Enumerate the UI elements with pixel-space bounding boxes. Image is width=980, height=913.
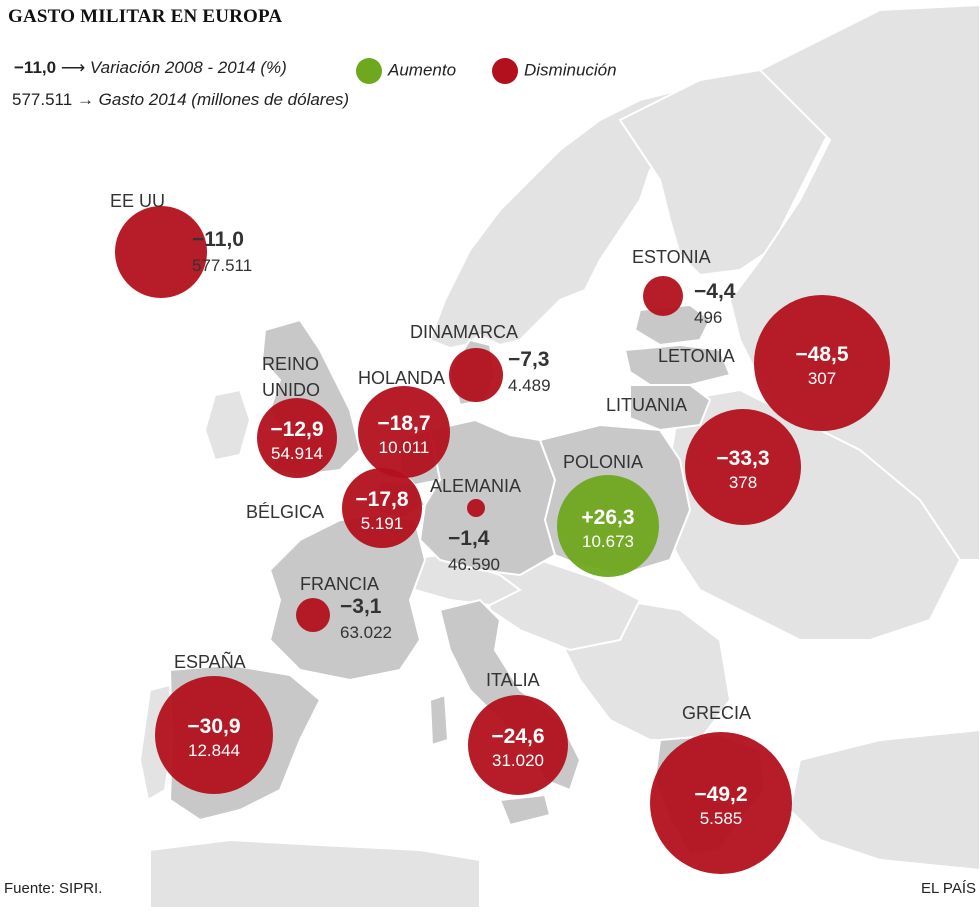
country-label-lituania: LITUANIA xyxy=(606,395,687,415)
country-label-reino-unido-line2: UNIDO xyxy=(262,380,320,400)
legend-increase-label: Aumento xyxy=(388,60,457,80)
variation-label-italia: −24,6 xyxy=(491,725,544,748)
ireland xyxy=(203,388,252,462)
bubble-ee-uu xyxy=(115,206,207,298)
country-label-estonia: ESTONIA xyxy=(632,247,711,267)
bubble-holanda xyxy=(358,386,450,478)
turkey xyxy=(788,728,980,872)
spending-label-grecia: 5.585 xyxy=(700,809,743,828)
spending-label-dinamarca: 4.489 xyxy=(508,376,551,395)
bubble-layer: EE UU −11,0 577.511 ESTONIA −4,4 496 LETONIA −4… xyxy=(110,191,890,874)
variation-label-grecia: −49,2 xyxy=(694,783,747,806)
spending-label-ee-uu: 577.511 xyxy=(192,256,252,275)
variation-label-dinamarca: −7,3 xyxy=(508,348,549,371)
spending-label-reino-unido: 54.914 xyxy=(271,444,323,463)
country-label-espana: ESPAÑA xyxy=(174,651,246,672)
legend-decrease: Disminución xyxy=(492,58,617,84)
spending-label-lituania: 378 xyxy=(729,473,757,492)
bubble-alemania xyxy=(467,499,485,517)
country-label-holanda: HOLANDA xyxy=(358,368,445,388)
legend-decrease-label: Disminución xyxy=(524,60,617,80)
estonia-shape xyxy=(633,303,712,347)
bubble-reino-unido xyxy=(257,398,337,478)
country-label-letonia: LETONIA xyxy=(658,346,735,366)
bubble-espana xyxy=(155,676,273,794)
bubble-dinamarca xyxy=(449,348,503,402)
variation-label-belgica: −17,8 xyxy=(355,488,408,511)
spending-label-estonia: 496 xyxy=(694,308,722,327)
sardinia-shape xyxy=(428,693,450,747)
variation-label-holanda: −18,7 xyxy=(377,412,430,435)
bubble-lituania xyxy=(685,409,801,525)
bubble-polonia xyxy=(557,475,659,577)
variation-label-lituania: −33,3 xyxy=(716,447,769,470)
spending-label-francia: 63.022 xyxy=(340,623,392,642)
bubble-belgica xyxy=(342,468,422,548)
spending-label-holanda: 10.011 xyxy=(379,438,430,457)
increase-dot-icon xyxy=(356,58,382,84)
variation-label-letonia: −48,5 xyxy=(795,343,848,366)
legend-sample-variation: −11,0 xyxy=(14,58,57,77)
country-label-ee-uu: EE UU xyxy=(110,191,165,211)
country-label-belgica: BÉLGICA xyxy=(246,502,324,522)
sicily-shape xyxy=(498,793,552,827)
legend-spending: 577.511 → Gasto 2014 (millones de dólare… xyxy=(12,90,349,110)
legend-spending-label: Gasto 2014 (millones de dólares) xyxy=(98,90,350,109)
bubble-italia xyxy=(468,695,568,795)
variation-label-alemania: −1,4 xyxy=(448,527,490,550)
country-label-francia: FRANCIA xyxy=(300,574,379,594)
legend-variation: −11,0 ⟶ Variación 2008 - 2014 (%) xyxy=(14,58,287,78)
latvia-shape xyxy=(623,343,732,386)
variation-label-ee-uu: −11,0 xyxy=(192,228,244,251)
bubble-estonia xyxy=(643,276,683,316)
bubble-francia xyxy=(296,598,330,632)
spending-label-letonia: 307 xyxy=(808,369,836,388)
variation-label-estonia: −4,4 xyxy=(694,280,736,303)
spending-label-belgica: 5.191 xyxy=(361,514,404,533)
central-europe-south xyxy=(478,559,642,652)
country-label-polonia: POLONIA xyxy=(563,452,643,472)
spending-label-alemania: 46.590 xyxy=(448,555,500,574)
spending-label-polonia: 10.673 xyxy=(582,532,634,551)
legend-increase: Aumento xyxy=(356,58,456,84)
bubble-letonia xyxy=(754,295,890,431)
decrease-dot-icon xyxy=(492,58,518,84)
country-label-alemania: ALEMANIA xyxy=(430,476,521,496)
variation-label-espana: −30,9 xyxy=(187,715,240,738)
germany-shape xyxy=(418,418,557,577)
arrow-icon: ⟶ xyxy=(60,58,90,77)
variation-label-polonia: +26,3 xyxy=(581,506,634,529)
variation-label-francia: −3,1 xyxy=(340,595,382,618)
country-label-grecia: GRECIA xyxy=(682,703,751,723)
lithuania-shape xyxy=(629,384,712,432)
country-label-reino-unido: REINO xyxy=(262,354,319,374)
country-label-dinamarca: DINAMARCA xyxy=(410,322,518,342)
legend-sample-spending: 577.511 xyxy=(12,90,73,109)
source-note: Fuente: SIPRI. xyxy=(4,880,103,897)
country-label-italia: ITALIA xyxy=(486,670,540,690)
chart-title: GASTO MILITAR EN EUROPA xyxy=(8,6,283,27)
spending-label-italia: 31.020 xyxy=(492,751,544,770)
brand-credit: EL PAÍS xyxy=(920,880,976,897)
legend-variation-label: Variación 2008 - 2014 (%) xyxy=(89,58,287,77)
arrow-icon: → xyxy=(76,90,99,109)
bubble-grecia xyxy=(650,732,792,874)
variation-label-reino-unido: −12,9 xyxy=(270,418,323,441)
north-africa xyxy=(149,838,481,909)
spending-label-espana: 12.844 xyxy=(188,741,240,760)
